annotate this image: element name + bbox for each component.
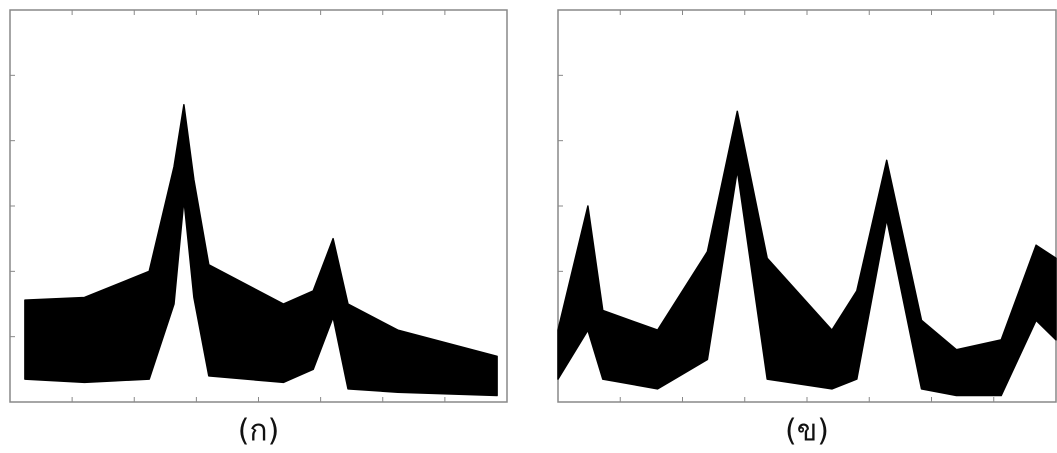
caption: (ข) xyxy=(785,414,829,449)
spectrum-area xyxy=(25,105,497,396)
spectrum-area xyxy=(558,111,1056,395)
caption: (ก) xyxy=(238,414,280,449)
figure: (ก) (ข) xyxy=(0,0,1057,453)
